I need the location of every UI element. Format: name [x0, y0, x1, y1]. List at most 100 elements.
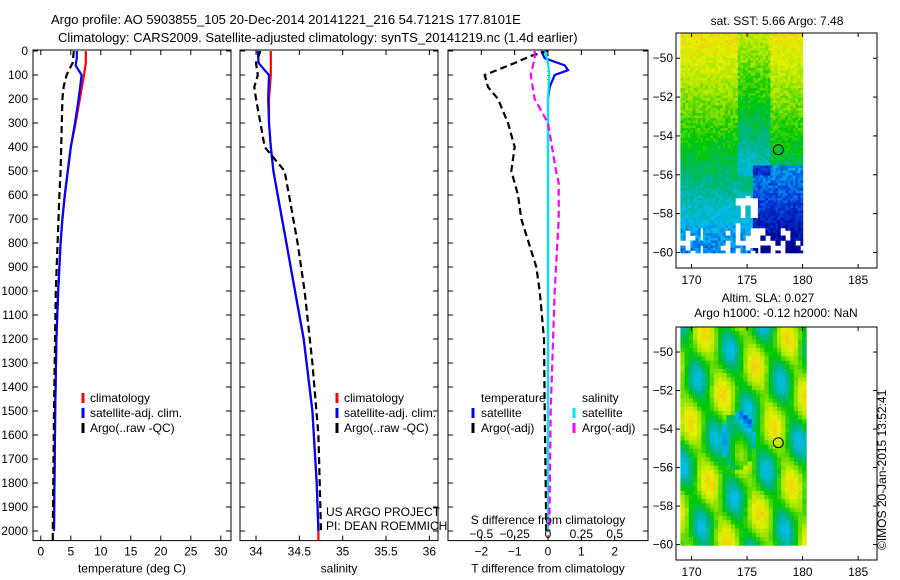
map-cell	[705, 85, 709, 89]
map-cell	[745, 158, 749, 161]
map-cell	[720, 225, 724, 229]
map-cell	[692, 203, 696, 206]
map-cell	[717, 245, 721, 249]
map-cell	[730, 35, 734, 39]
map-cell	[692, 223, 696, 226]
map-cell	[800, 205, 804, 209]
map-cell	[730, 225, 734, 229]
map-cell	[695, 63, 699, 66]
map-cell	[685, 90, 689, 94]
map-cell	[767, 103, 771, 106]
map-cell	[775, 170, 779, 174]
map-cell	[737, 80, 741, 84]
map-cell	[765, 190, 769, 194]
map-cell	[752, 60, 756, 64]
map-cell	[717, 108, 721, 111]
map-cell	[715, 135, 719, 139]
map-cell	[730, 235, 734, 239]
map-cell	[767, 58, 771, 61]
map-cell	[752, 115, 756, 119]
map-cell	[742, 128, 746, 131]
map-cell	[710, 248, 714, 251]
map-cell	[742, 63, 746, 66]
map-cell	[712, 83, 716, 86]
map-cell	[727, 110, 731, 114]
map-cell	[692, 240, 696, 244]
map-cell	[765, 98, 769, 101]
map-cell	[705, 43, 709, 46]
map-cell	[760, 55, 764, 59]
map-cell	[785, 143, 789, 146]
map-cell	[750, 70, 754, 74]
map-cell	[722, 180, 726, 184]
map-cell	[772, 58, 776, 61]
map-cell	[785, 173, 789, 176]
map-cell	[697, 50, 701, 54]
map-cell	[787, 163, 791, 166]
map-cell	[680, 205, 684, 209]
map-cell	[755, 35, 759, 39]
map-cell	[770, 58, 774, 61]
map-cell	[762, 110, 766, 114]
map-cell	[726, 402, 732, 408]
map-cell	[680, 130, 684, 134]
map-cell	[764, 373, 769, 378]
map-cell	[685, 178, 689, 181]
map-cell	[750, 175, 754, 179]
map-cell	[742, 140, 746, 144]
map-cell	[715, 205, 719, 209]
map-cell	[765, 215, 769, 219]
map-cell	[787, 75, 791, 79]
map-cell	[747, 369, 753, 374]
y-tick-label: −60	[653, 245, 674, 259]
map-cell	[760, 138, 764, 141]
map-cell	[752, 153, 756, 156]
map-cell	[695, 183, 699, 186]
map-cell	[742, 183, 746, 186]
map-cell	[757, 85, 761, 89]
map-cell	[760, 158, 764, 161]
map-cell	[792, 228, 796, 231]
map-cell	[707, 238, 711, 241]
map-cell	[745, 45, 749, 49]
map-cell	[684, 360, 690, 366]
map-cell	[737, 175, 741, 179]
map-cell	[722, 360, 727, 366]
map-cell	[755, 185, 759, 189]
map-cell	[797, 93, 801, 96]
map-cell	[767, 108, 771, 111]
map-cell	[772, 93, 776, 96]
map-cell	[692, 218, 696, 221]
map-cell	[710, 193, 714, 196]
map-cell	[756, 360, 761, 366]
map-cell	[702, 98, 706, 101]
map-cell	[755, 133, 759, 136]
map-cell	[742, 75, 746, 79]
map-cell	[725, 220, 729, 224]
map-cell	[772, 105, 776, 109]
map-cell	[772, 63, 776, 66]
map-cell	[732, 73, 736, 76]
map-cell	[767, 213, 771, 216]
map-cell	[695, 60, 699, 64]
map-cell	[787, 168, 791, 171]
map-cell	[797, 235, 801, 239]
map-cell	[705, 213, 709, 216]
map-cell	[722, 145, 726, 149]
map-cell	[747, 402, 753, 408]
map-cell	[795, 103, 799, 106]
map-cell	[765, 245, 769, 249]
map-cell	[745, 88, 749, 91]
map-cell	[770, 215, 774, 219]
map-cell	[685, 98, 689, 101]
map-cell	[737, 85, 741, 89]
map-cell	[727, 98, 731, 101]
map-cell	[680, 70, 684, 74]
map-cell	[772, 85, 776, 89]
map-cell	[680, 208, 684, 211]
map-cell	[685, 120, 689, 124]
map-cell	[697, 235, 701, 239]
map-cell	[685, 35, 689, 39]
map-cell	[685, 190, 689, 194]
map-cell	[727, 78, 731, 81]
